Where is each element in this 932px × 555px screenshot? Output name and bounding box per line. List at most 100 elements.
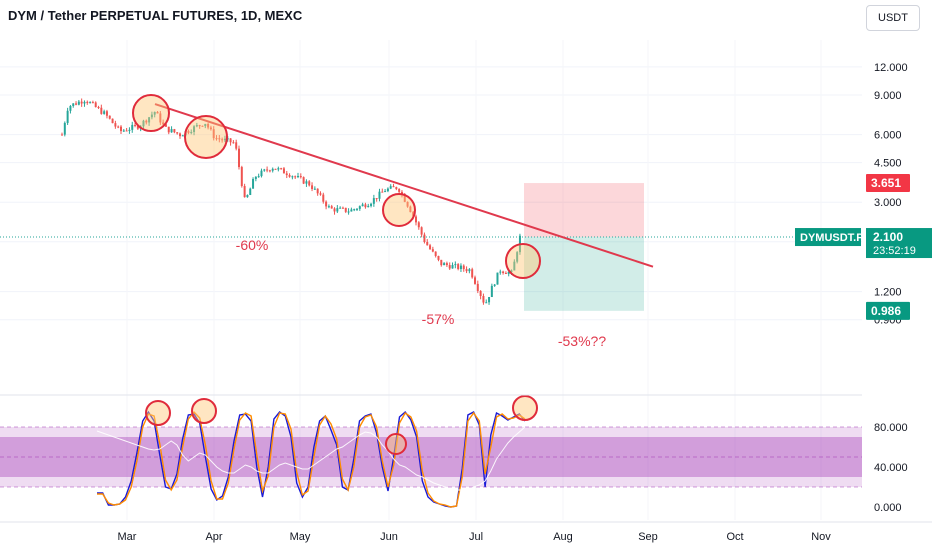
candle-body bbox=[145, 120, 148, 123]
price-tick-label: 1.200 bbox=[874, 287, 902, 299]
candle-body bbox=[249, 188, 252, 195]
time-tick-label: Mar bbox=[118, 531, 137, 543]
countdown-label: 23:52:19 bbox=[873, 245, 916, 257]
candle-body bbox=[190, 132, 193, 134]
candle-body bbox=[128, 129, 131, 131]
highlight-circle bbox=[184, 115, 228, 159]
candle-body bbox=[91, 102, 94, 104]
candle-body bbox=[445, 263, 448, 266]
candle-body bbox=[263, 169, 266, 171]
price-tick-label: 3.000 bbox=[874, 197, 902, 209]
candle-body bbox=[271, 168, 274, 171]
target-price-badge: 0.986 bbox=[871, 304, 901, 318]
candle-body bbox=[372, 198, 375, 204]
candle-body bbox=[285, 173, 288, 176]
candle-body bbox=[471, 269, 474, 278]
candle-body bbox=[392, 186, 395, 188]
candle-body bbox=[136, 125, 139, 129]
take-profit-zone bbox=[524, 237, 644, 311]
candle-body bbox=[77, 101, 80, 105]
candle-body bbox=[367, 205, 370, 208]
candle-body bbox=[378, 191, 381, 199]
candle-body bbox=[246, 194, 249, 198]
candle-body bbox=[282, 168, 285, 174]
last-price-label: 2.100 bbox=[873, 230, 903, 244]
candle-body bbox=[97, 107, 100, 109]
candle-body bbox=[474, 277, 476, 284]
candle-body bbox=[198, 125, 201, 127]
candle-body bbox=[504, 272, 507, 274]
candle-body bbox=[235, 142, 238, 149]
candle-body bbox=[403, 194, 406, 202]
candle-body bbox=[170, 129, 173, 133]
stop-price-badge: 3.651 bbox=[871, 176, 901, 190]
candle-body bbox=[325, 201, 328, 207]
price-tick-label: 6.000 bbox=[874, 130, 902, 142]
candle-body bbox=[375, 198, 378, 200]
candle-body bbox=[72, 103, 75, 107]
candle-body bbox=[395, 187, 398, 190]
candle-body bbox=[212, 129, 215, 139]
candle-body bbox=[457, 264, 460, 269]
candle-body bbox=[499, 271, 502, 273]
candle-body bbox=[431, 249, 434, 252]
candle-body bbox=[153, 111, 156, 115]
percent-annotation: -53%?? bbox=[558, 333, 606, 349]
time-tick-label: Oct bbox=[726, 531, 743, 543]
highlight-circle bbox=[382, 193, 416, 227]
candle-body bbox=[423, 234, 426, 242]
candle-body bbox=[94, 102, 97, 108]
candle-body bbox=[159, 113, 162, 123]
candle-body bbox=[120, 126, 122, 132]
candle-body bbox=[66, 110, 69, 123]
candle-body bbox=[308, 181, 311, 186]
candle-body bbox=[468, 269, 471, 272]
candle-body bbox=[80, 101, 83, 104]
candle-body bbox=[429, 245, 432, 250]
candle-body bbox=[313, 188, 316, 190]
time-tick-label: Nov bbox=[811, 531, 831, 543]
candle-body bbox=[496, 272, 499, 285]
target-price-badge-bg bbox=[866, 301, 910, 320]
oscillator-tick-label: 80.000 bbox=[874, 422, 908, 434]
candle-body bbox=[209, 127, 212, 130]
candle-body bbox=[63, 122, 66, 135]
candle-body bbox=[406, 201, 409, 207]
candle-body bbox=[493, 284, 496, 286]
candle-body bbox=[302, 177, 305, 184]
candle-body bbox=[221, 139, 224, 141]
candle-body bbox=[131, 124, 134, 130]
candle-body bbox=[238, 148, 240, 168]
time-tick-label: Aug bbox=[553, 531, 573, 543]
candle-body bbox=[389, 186, 392, 189]
candle-body bbox=[176, 132, 179, 134]
candle-body bbox=[223, 138, 226, 141]
candle-body bbox=[451, 265, 454, 269]
candle-body bbox=[103, 111, 106, 114]
candle-body bbox=[513, 261, 516, 271]
candle-body bbox=[330, 206, 333, 209]
candle-body bbox=[327, 206, 330, 208]
candle-body bbox=[341, 207, 344, 209]
candle-body bbox=[485, 302, 488, 304]
candle-body bbox=[347, 211, 350, 213]
highlight-circle bbox=[191, 398, 217, 424]
candle-body bbox=[434, 251, 437, 256]
candle-body bbox=[339, 207, 342, 209]
currency-selector[interactable]: USDT bbox=[866, 5, 920, 31]
candle-body bbox=[164, 124, 167, 127]
candle-body bbox=[61, 134, 63, 136]
candle-body bbox=[333, 208, 336, 212]
oscillator-tick-label: 0.000 bbox=[874, 502, 902, 514]
candle-body bbox=[173, 129, 176, 133]
highlight-circle bbox=[385, 433, 407, 455]
candle-body bbox=[384, 191, 387, 193]
symbol-label-bg bbox=[795, 228, 861, 247]
candle-body bbox=[260, 170, 263, 177]
candle-body bbox=[297, 176, 299, 178]
candle-body bbox=[316, 188, 319, 194]
candle-body bbox=[207, 123, 210, 128]
candle-body bbox=[105, 111, 108, 116]
